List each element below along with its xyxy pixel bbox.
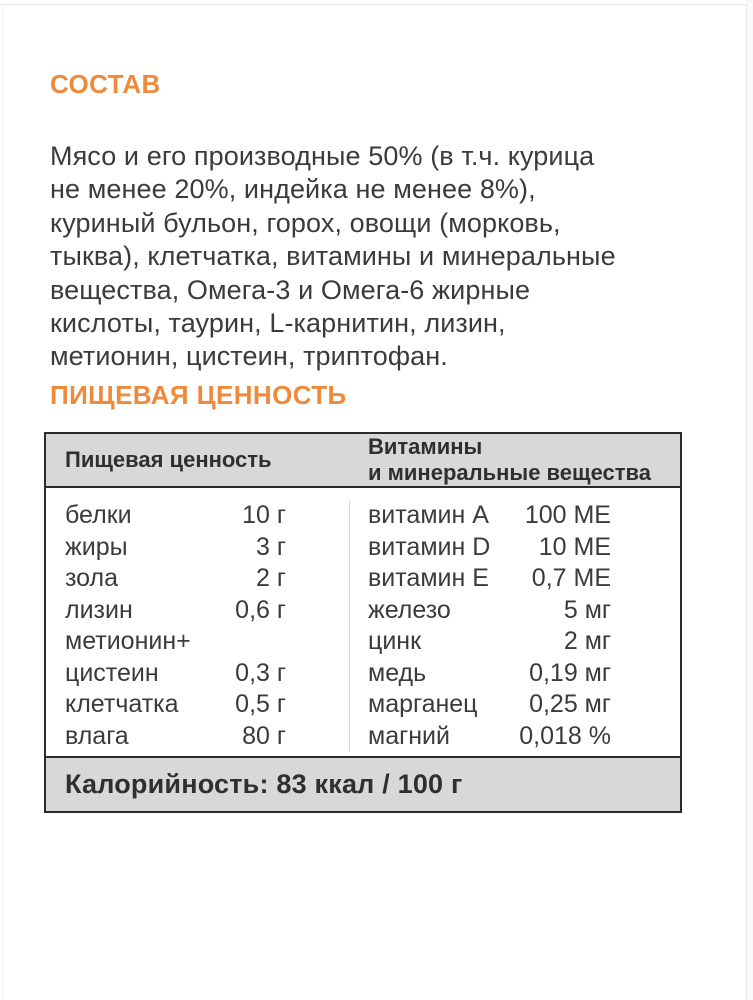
vitamin-label: витамин A — [368, 501, 489, 530]
composition-line: тыква), клетчатка, витамины и минеральны… — [50, 241, 616, 272]
nutrient-label: жиры — [65, 532, 128, 561]
nutrient-value: 3 г — [256, 532, 286, 561]
vitamin-label: медь — [368, 658, 427, 687]
card-edge-left — [2, 4, 3, 1000]
column-header-vitamins: Витамины и минеральные вещества — [350, 434, 680, 486]
card-edge-right — [746, 4, 747, 1000]
column-header-vitamins-line: и минеральные вещества — [368, 460, 652, 485]
vitamin-value: 5 мг — [563, 595, 611, 624]
vitamins-column: витамин A 100 МЕ витамин D 10 МЕ витамин… — [350, 500, 680, 752]
vitamin-row: витамин E 0,7 МЕ — [368, 563, 611, 595]
vitamin-row: витамин D 10 МЕ — [368, 532, 611, 564]
nutrient-row: клетчатка 0,5 г — [65, 689, 286, 721]
nutrient-label: лизин — [65, 595, 133, 624]
nutrition-table-header: Пищевая ценность Витамины и минеральные … — [46, 434, 680, 488]
nutrition-table-body: белки 10 г жиры 3 г зола 2 г лизин 0,6 г… — [46, 488, 680, 756]
composition-line: куриный бульон, горох, овощи (морковь, — [50, 207, 561, 238]
page-gutter — [747, 0, 753, 1000]
nutrient-row: влага 80 г — [65, 721, 286, 753]
vitamin-label: магний — [368, 721, 450, 750]
nutrient-row: цистеин 0,3 г — [65, 658, 286, 690]
nutrient-row: лизин 0,6 г — [65, 595, 286, 627]
vitamin-row: марганец 0,25 мг — [368, 689, 611, 721]
nutrient-label: цистеин — [65, 658, 159, 687]
nutrient-value: 80 г — [242, 721, 286, 750]
nutrient-label: метионин+ — [65, 627, 191, 656]
nutrient-value: 0,5 г — [235, 690, 286, 719]
vitamin-label: железо — [368, 595, 451, 624]
composition-line: метионин, цистеин, триптофан. — [50, 341, 448, 372]
column-header-vitamins-line: Витамины — [368, 434, 483, 459]
nutrient-label: зола — [65, 564, 119, 593]
vitamin-label: цинк — [368, 627, 422, 656]
vitamin-value: 10 МЕ — [538, 532, 611, 561]
composition-line: Мясо и его производные 50% (в т.ч. куриц… — [50, 141, 595, 171]
vitamin-value: 0,018 % — [519, 721, 611, 750]
vitamin-label: витамин E — [368, 564, 489, 593]
nutrient-label: белки — [65, 501, 132, 530]
vitamin-value: 100 МЕ — [524, 501, 611, 530]
nutrient-row: зола 2 г — [65, 563, 286, 595]
nutrition-heading: ПИЩЕВАЯ ЦЕННОСТЬ — [50, 380, 347, 410]
nutrient-value: 0,3 г — [235, 658, 286, 687]
nutrition-table: Пищевая ценность Витамины и минеральные … — [44, 432, 682, 813]
nutrient-value: 10 г — [242, 501, 286, 530]
composition-line: кислоты, таурин, L-карнитин, лизин, — [50, 308, 506, 339]
nutrient-row: жиры 3 г — [65, 532, 286, 564]
nutrient-row: белки 10 г — [65, 500, 286, 532]
nutrition-column: белки 10 г жиры 3 г зола 2 г лизин 0,6 г… — [46, 500, 350, 752]
vitamin-value: 0,7 МЕ — [531, 564, 611, 593]
column-header-nutrition: Пищевая ценность — [65, 447, 272, 472]
nutrient-value: 2 г — [256, 564, 286, 593]
nutrient-value: 0,6 г — [235, 595, 286, 624]
vitamin-label: марганец — [368, 690, 478, 719]
vitamin-row: цинк 2 мг — [368, 626, 611, 658]
vitamin-label: витамин D — [368, 532, 491, 561]
nutrient-row: метионин+ — [65, 626, 286, 658]
composition-heading: СОСТАВ — [50, 69, 161, 99]
vitamin-row: магний 0,018 % — [368, 721, 611, 753]
composition-line: вещества, Омега-3 и Омега-6 жирные — [50, 274, 531, 305]
vitamin-value: 0,25 мг — [529, 690, 611, 719]
nutrient-label: клетчатка — [65, 690, 179, 719]
card-edge-top — [0, 4, 747, 5]
vitamin-row: витамин A 100 МЕ — [368, 500, 611, 532]
composition-line: не менее 20%, индейка не менее 8%), — [50, 174, 536, 205]
vitamin-value: 0,19 мг — [529, 658, 611, 687]
vitamin-row: медь 0,19 мг — [368, 658, 611, 690]
vitamin-row: железо 5 мг — [368, 595, 611, 627]
vitamin-value: 2 мг — [563, 627, 611, 656]
nutrient-label: влага — [65, 721, 129, 750]
calories-footer: Калорийность: 83 ккал / 100 г — [46, 756, 680, 811]
composition-text: Мясо и его производные 50% (в т.ч. куриц… — [50, 140, 710, 374]
